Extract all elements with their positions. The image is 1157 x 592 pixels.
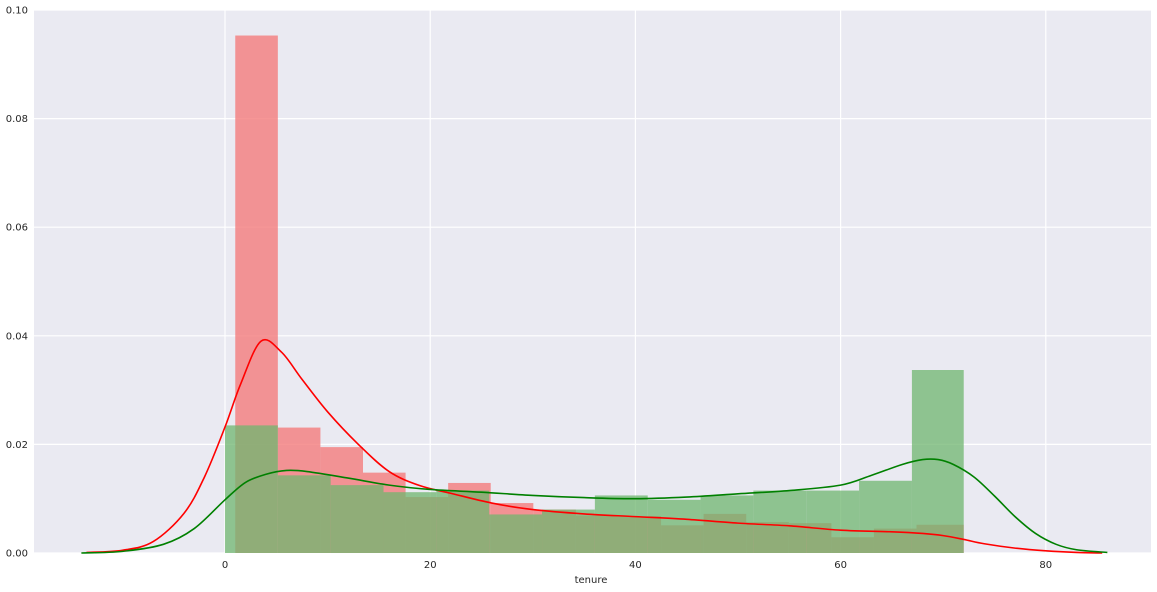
y-tick-label: 0.08 bbox=[6, 114, 28, 125]
plot-area bbox=[34, 10, 1151, 553]
y-axis-ticks: 0.00 0.02 0.04 0.06 0.08 0.10 bbox=[6, 6, 28, 560]
histogram-bar bbox=[542, 509, 595, 553]
histogram-bar bbox=[489, 514, 543, 553]
histogram-bar bbox=[594, 495, 648, 553]
histogram-bars bbox=[225, 35, 964, 554]
histogram-bar bbox=[806, 490, 860, 553]
histogram-bar bbox=[330, 485, 384, 554]
x-axis-ticks: 0 20 40 60 80 bbox=[222, 560, 1052, 571]
histogram-bar bbox=[753, 490, 807, 553]
x-tick-label: 40 bbox=[629, 560, 642, 571]
y-tick-label: 0.02 bbox=[6, 440, 28, 451]
histogram-bar bbox=[383, 492, 437, 553]
histogram-bar bbox=[277, 475, 331, 553]
kde-line bbox=[86, 338, 1103, 554]
histogram-bar bbox=[436, 490, 490, 553]
y-tick-label: 0.00 bbox=[6, 549, 28, 560]
x-axis-label: tenure bbox=[575, 575, 608, 586]
x-tick-label: 0 bbox=[222, 560, 228, 571]
histogram-bar bbox=[859, 480, 912, 553]
histogram-bar bbox=[911, 370, 964, 553]
y-tick-label: 0.04 bbox=[6, 331, 28, 342]
y-tick-label: 0.10 bbox=[6, 6, 28, 17]
x-tick-label: 80 bbox=[1039, 560, 1052, 571]
histogram-bar bbox=[647, 499, 701, 553]
y-tick-label: 0.06 bbox=[6, 223, 28, 234]
kde-line bbox=[81, 458, 1108, 554]
x-tick-label: 60 bbox=[834, 560, 847, 571]
kde-curves bbox=[81, 338, 1108, 554]
histogram-bar bbox=[225, 425, 278, 553]
x-tick-label: 20 bbox=[424, 560, 437, 571]
